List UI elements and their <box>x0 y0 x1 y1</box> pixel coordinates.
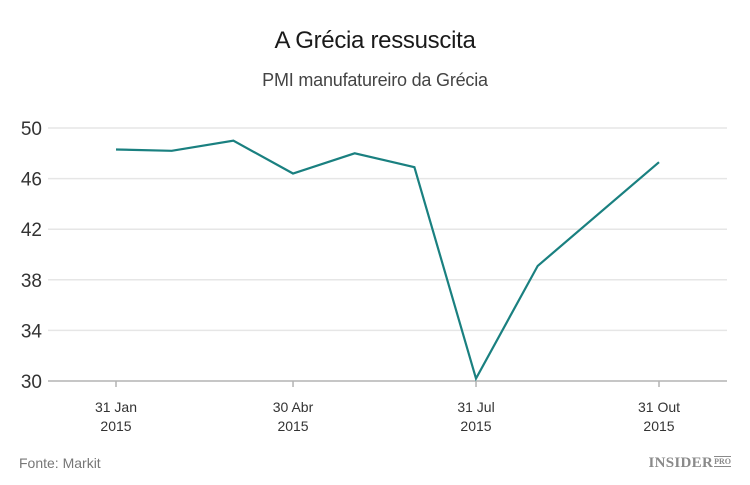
brand-suffix: PRO <box>714 456 731 467</box>
x-tick-label: 30 Abr <box>273 399 314 415</box>
x-tick-label: 31 Out <box>638 399 680 415</box>
y-tick-label: 46 <box>21 170 42 191</box>
x-tick-label: 31 Jan <box>95 399 137 415</box>
chart-subtitle: PMI manufatureiro da Grécia <box>262 70 488 90</box>
y-axis-labels: 50 46 42 38 34 30 <box>21 119 43 393</box>
x-tick-year: 2015 <box>100 418 131 434</box>
x-tick-label: 31 Jul <box>457 399 494 415</box>
y-tick-label: 38 <box>21 271 42 292</box>
chart-title: A Grécia ressuscita <box>274 27 476 54</box>
pmi-line <box>115 139 660 382</box>
source-note: Fonte: Markit <box>19 455 101 471</box>
grid-lines <box>48 127 727 332</box>
y-tick-label: 34 <box>21 321 43 342</box>
y-tick-label: 42 <box>21 220 42 241</box>
x-axis-ticks: 31 Jan 2015 30 Abr 2015 31 Jul 2015 31 Out 2015 <box>95 381 680 434</box>
x-tick-year: 2015 <box>643 418 674 434</box>
x-tick-year: 2015 <box>460 418 491 434</box>
brand-name: INSIDER <box>648 455 714 471</box>
brand-logo: INSIDERPRO <box>648 455 731 472</box>
y-tick-label: 30 <box>21 372 42 393</box>
x-tick-year: 2015 <box>277 418 308 434</box>
y-tick-label: 50 <box>21 119 42 140</box>
